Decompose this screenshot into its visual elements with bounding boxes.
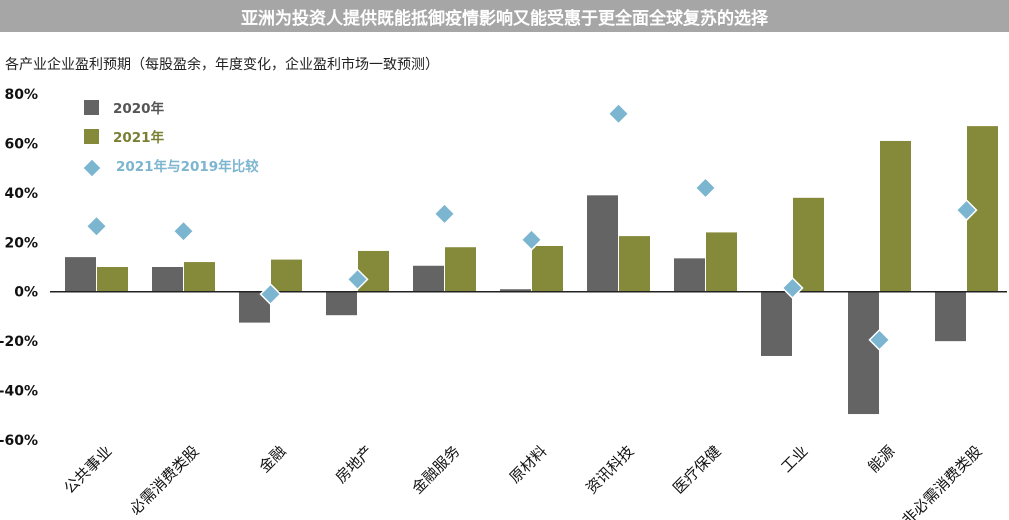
diamond-marker <box>433 202 456 225</box>
bar-2020 <box>587 195 618 292</box>
bar-2021 <box>271 259 302 292</box>
bar-2021 <box>532 245 563 292</box>
legend-swatch <box>84 100 99 115</box>
bar-2020 <box>65 257 96 292</box>
bar-2020 <box>152 267 183 292</box>
category-label: 工业 <box>778 442 812 476</box>
bar-2020 <box>674 258 705 292</box>
y-tick-label: -60% <box>0 433 38 449</box>
y-tick-label: 20% <box>4 235 38 251</box>
diamond-marker <box>346 268 369 291</box>
bar-2021 <box>793 197 824 292</box>
diamond-marker <box>85 215 108 238</box>
diamond-marker <box>781 276 804 300</box>
bar-2021 <box>706 232 737 292</box>
legend-label: 2020年 <box>113 100 165 117</box>
y-tick-label: 80% <box>4 87 38 103</box>
bar-2020 <box>413 265 444 292</box>
category-label: 能源 <box>865 442 899 476</box>
bar-2021 <box>358 250 389 292</box>
y-tick-label: 0% <box>14 285 38 301</box>
bar-2021 <box>184 262 215 292</box>
page-title: 亚洲为投资人提供既能抵御疫情影响又能受惠于更全面全球复苏的选择 <box>241 8 768 29</box>
bar-2020 <box>500 289 531 292</box>
legend-label: 2021年与2019年比较 <box>116 158 259 175</box>
bar-2020 <box>761 291 792 356</box>
bar-2020 <box>326 291 357 316</box>
y-tick-label: -40% <box>0 384 38 400</box>
y-tick-label: 60% <box>4 136 38 152</box>
bar-2021 <box>97 267 128 292</box>
bar-2021 <box>880 140 911 292</box>
diamond-marker <box>259 283 282 306</box>
bar-2021 <box>445 247 476 292</box>
bar-2020 <box>935 291 966 342</box>
legend-swatch <box>82 158 102 178</box>
title-banner: 亚洲为投资人提供既能抵御疫情影响又能受惠于更全面全球复苏的选择 <box>0 0 1009 32</box>
diamond-marker <box>868 328 891 351</box>
diamond-marker <box>955 199 978 222</box>
category-label: 资讯科技 <box>582 442 637 497</box>
diamond-marker <box>694 176 717 199</box>
category-label: 房地产 <box>332 442 377 487</box>
bar-2020 <box>848 291 879 415</box>
y-tick-label: 40% <box>4 186 38 202</box>
category-label: 原材料 <box>506 442 551 487</box>
category-label: 必需消费类股 <box>126 442 202 518</box>
y-tick-label: -20% <box>0 334 38 350</box>
category-label: 公共事业 <box>60 442 115 497</box>
legend-swatch <box>84 129 99 144</box>
category-label: 非必需消费类股 <box>898 442 985 520</box>
legend-label: 2021年 <box>113 129 165 146</box>
diamond-marker <box>607 102 630 125</box>
category-label: 金融 <box>256 442 290 476</box>
category-label: 金融服务 <box>408 442 463 497</box>
diamond-marker <box>172 220 195 243</box>
bar-2021 <box>619 236 650 292</box>
diamond-marker <box>520 228 543 251</box>
chart-subtitle: 各产业企业盈利预期（每股盈余，年度变化，企业盈利市场一致预测） <box>5 57 439 73</box>
category-label: 医疗保健 <box>669 442 724 497</box>
